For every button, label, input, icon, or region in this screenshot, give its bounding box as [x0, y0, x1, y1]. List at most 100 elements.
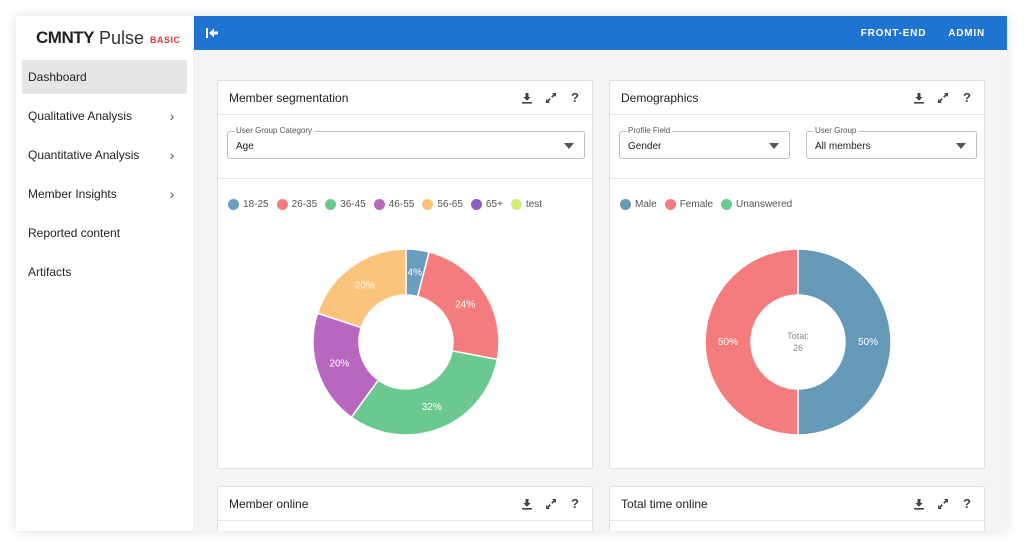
front-end-link[interactable]: FRONT-END — [860, 27, 927, 39]
select-label: Profile Field — [626, 126, 673, 135]
slice-label: 24% — [455, 299, 475, 310]
legend-label: 56-65 — [437, 199, 463, 210]
slice-male[interactable] — [797, 248, 892, 436]
legend-item[interactable]: Unanswered — [721, 199, 792, 210]
sidebar-item-quantitative-analysis[interactable]: Quantitative Analysis › — [22, 138, 187, 172]
sidebar-item-member-insights[interactable]: Member Insights › — [22, 177, 187, 211]
chevron-right-icon: › — [169, 186, 175, 202]
select-label: User Group — [813, 126, 859, 135]
slice-label: 50% — [718, 337, 738, 348]
age-donut-chart: 4% 24% 32% 20% 20% — [312, 248, 500, 436]
member-online-card: Member online ? — [217, 486, 593, 531]
help-icon[interactable]: ? — [963, 496, 971, 511]
logo-product: Pulse — [98, 27, 144, 48]
download-icon[interactable] — [912, 91, 926, 105]
expand-icon[interactable] — [544, 91, 558, 105]
legend-label: Unanswered — [736, 199, 793, 210]
legend-swatch — [721, 199, 733, 210]
total-label: Total: — [787, 331, 809, 341]
slice-label: 20% — [355, 280, 375, 291]
slice-label: 32% — [422, 402, 442, 413]
legend-item[interactable]: test — [510, 199, 542, 210]
legend-swatch — [325, 199, 337, 210]
filter-row: Profile Field Gender User Group All memb… — [610, 115, 984, 179]
filter-row: User Group Category Age — [218, 115, 592, 179]
download-icon[interactable] — [520, 91, 534, 105]
sidebar-item-reported-content[interactable]: Reported content — [22, 216, 187, 250]
legend-item[interactable]: 18-25 — [228, 199, 269, 210]
legend-label: Female — [679, 199, 714, 210]
user-group-select[interactable]: User Group All members — [806, 126, 977, 159]
user-group-category-select[interactable]: User Group Category Age — [227, 126, 585, 159]
card-tools: ? — [520, 90, 582, 105]
collapse-sidebar-icon[interactable] — [204, 25, 220, 41]
sidebar-item-dashboard[interactable]: Dashboard — [22, 60, 187, 94]
member-segmentation-card: Member segmentation ? User Group Categor… — [217, 80, 593, 469]
slice-label: 20% — [329, 359, 349, 370]
slice-label: 50% — [858, 337, 878, 348]
legend-label: test — [525, 199, 542, 210]
expand-icon[interactable] — [936, 91, 950, 105]
card-title: Member online — [229, 496, 309, 511]
legend-item[interactable]: 36-45 — [325, 199, 366, 210]
card-title: Demographics — [621, 90, 699, 105]
expand-icon[interactable] — [544, 497, 558, 511]
legend-swatch — [620, 199, 631, 210]
app-window: CMNTY Pulse BASIC Dashboard Qualitative A… — [16, 16, 1007, 531]
legend-swatch — [664, 199, 676, 210]
legend-item[interactable]: 26-35 — [276, 199, 317, 210]
legend-item[interactable]: 46-55 — [373, 199, 414, 210]
card-header: Total time online ? — [610, 487, 984, 521]
total-time-online-card: Total time online ? — [609, 486, 985, 531]
legend-item[interactable]: Male — [620, 199, 657, 210]
slice-26-35[interactable] — [416, 251, 500, 361]
download-icon[interactable] — [912, 497, 926, 511]
select-label: User Group Category — [234, 126, 315, 135]
help-icon[interactable]: ? — [963, 90, 971, 105]
card-header: Demographics ? — [610, 81, 984, 115]
expand-icon[interactable] — [936, 497, 950, 511]
card-header: Member segmentation ? — [218, 81, 592, 115]
dropdown-arrow-icon — [956, 143, 966, 149]
legend-swatch — [228, 199, 239, 210]
slice-female[interactable] — [704, 248, 799, 436]
profile-field-select[interactable]: Profile Field Gender — [619, 126, 790, 159]
sidebar-item-label: Artifacts — [28, 265, 72, 279]
sidebar-item-qualitative-analysis[interactable]: Qualitative Analysis › — [22, 99, 187, 133]
card-tools: ? — [912, 90, 974, 105]
legend-item[interactable]: Female — [664, 199, 714, 210]
legend-label: 65+ — [485, 199, 503, 210]
card-title: Member segmentation — [229, 90, 349, 105]
sidebar-item-label: Member Insights — [28, 187, 117, 201]
gender-donut-chart: 50% 50% Total: 26 — [704, 248, 892, 436]
legend-swatch — [510, 199, 522, 210]
legend-item[interactable]: 65+ — [470, 199, 503, 210]
card-header: Member online ? — [218, 487, 592, 521]
sidebar-item-label: Qualitative Analysis — [28, 109, 133, 123]
admin-link[interactable]: ADMIN — [948, 27, 985, 39]
sidebar: CMNTY Pulse BASIC Dashboard Qualitative A… — [16, 16, 194, 531]
sidebar-nav: Dashboard Qualitative Analysis › Quantitati… — [16, 60, 193, 289]
card-title: Total time online — [621, 496, 708, 511]
legend-label: Male — [635, 199, 657, 210]
slice-56-65[interactable] — [316, 248, 407, 329]
sidebar-item-label: Reported content — [28, 226, 121, 240]
sidebar-item-label: Quantitative Analysis — [28, 148, 140, 162]
select-value: Age — [236, 141, 254, 152]
logo[interactable]: CMNTY Pulse BASIC — [16, 16, 193, 60]
legend-swatch — [276, 199, 288, 210]
sidebar-item-artifacts[interactable]: Artifacts — [22, 255, 187, 289]
logo-brand: CMNTY — [36, 28, 94, 47]
help-icon[interactable]: ? — [571, 90, 579, 105]
dropdown-arrow-icon — [564, 143, 574, 149]
top-bar: FRONT-END ADMIN — [194, 16, 1007, 50]
total-value: 26 — [793, 343, 803, 353]
legend-swatch — [470, 199, 482, 210]
logo-tier: BASIC — [149, 35, 181, 45]
slice-36-45[interactable] — [350, 349, 499, 436]
legend-item[interactable]: 56-65 — [422, 199, 463, 210]
dashboard-main: Member segmentation ? User Group Categor… — [194, 50, 1007, 531]
chevron-right-icon: › — [169, 147, 175, 163]
help-icon[interactable]: ? — [571, 496, 579, 511]
download-icon[interactable] — [520, 497, 534, 511]
